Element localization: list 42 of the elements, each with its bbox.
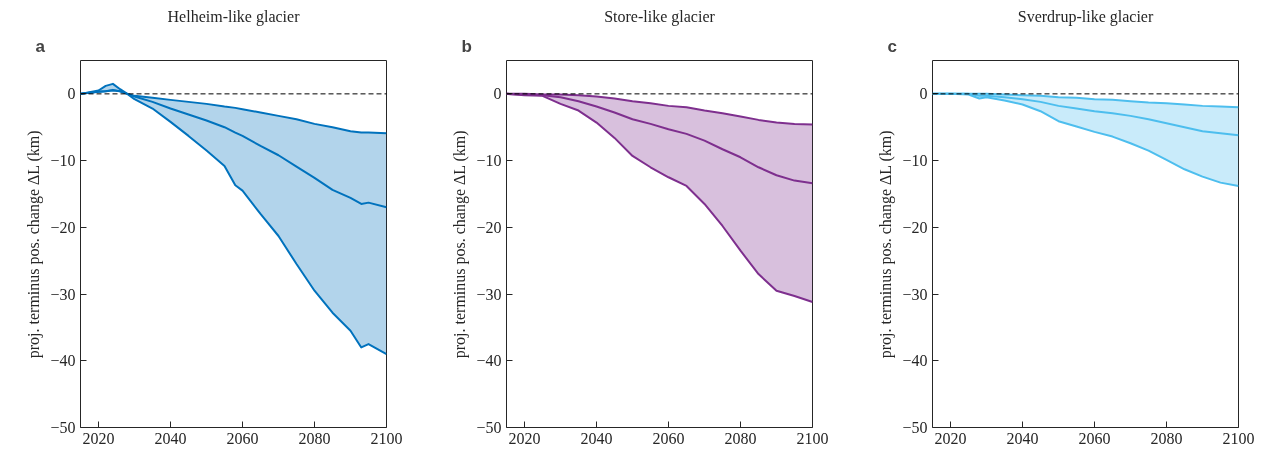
- y-tick-label: −30: [476, 285, 502, 303]
- y-tick-label: −30: [50, 285, 76, 303]
- y-tick-label: −10: [50, 152, 76, 170]
- x-tick-label: 2020: [508, 429, 541, 447]
- x-tick-label: 2060: [1078, 429, 1111, 447]
- x-tick-label: 2080: [1150, 429, 1183, 447]
- x-tick-label: 2060: [652, 429, 685, 447]
- text: a: [35, 36, 46, 56]
- y-tick-label: 0: [493, 85, 502, 103]
- x-tick-label: 2020: [82, 429, 115, 447]
- chart-title: Store-like glacier: [604, 7, 716, 26]
- y-tick-label: −50: [902, 419, 928, 436]
- x-tick-label: 2100: [370, 429, 403, 447]
- y-tick-label: −40: [476, 352, 502, 370]
- text: b: [461, 36, 472, 56]
- x-tick-label: 2080: [298, 429, 331, 447]
- x-tick-label: 2060: [226, 429, 259, 447]
- x-tick-label: 2020: [934, 429, 967, 447]
- x-tick-label: 2080: [724, 429, 757, 447]
- x-tick-label: 2040: [154, 429, 187, 447]
- y-tick-label: −40: [902, 352, 928, 370]
- y-tick-label: −10: [476, 152, 502, 170]
- x-tick-label: 2040: [1006, 429, 1039, 447]
- y-axis-title: proj. terminus pos. change ΔL (km): [25, 130, 44, 359]
- y-axis-title: proj. terminus pos. change ΔL (km): [451, 130, 470, 359]
- y-tick-label: 0: [919, 85, 928, 103]
- y-tick-label: −40: [50, 352, 76, 370]
- x-tick-label: 2100: [1222, 429, 1255, 447]
- text: c: [887, 36, 897, 56]
- y-tick-label: −30: [902, 285, 928, 303]
- y-axis-title: proj. terminus pos. change ΔL (km): [877, 130, 896, 359]
- y-tick-label: −20: [902, 218, 928, 236]
- y-tick-label: −50: [50, 419, 76, 436]
- y-tick-label: −20: [50, 218, 76, 236]
- y-tick-label: −10: [902, 152, 928, 170]
- y-tick-label: −20: [476, 218, 502, 236]
- y-tick-label: 0: [67, 85, 76, 103]
- chart-title: Sverdrup-like glacier: [1017, 7, 1154, 26]
- x-tick-label: 2100: [796, 429, 829, 447]
- chart-title: Helheim-like glacier: [167, 7, 301, 26]
- x-tick-label: 2040: [580, 429, 613, 447]
- y-tick-label: −50: [476, 419, 502, 436]
